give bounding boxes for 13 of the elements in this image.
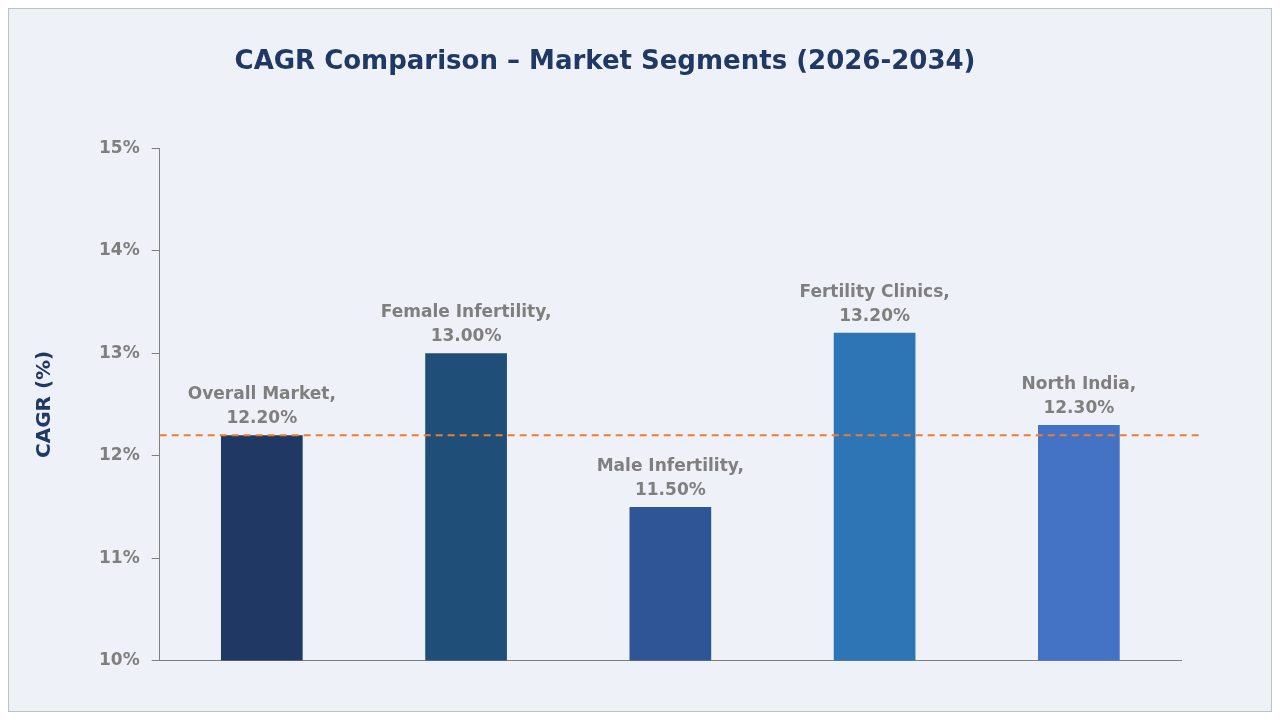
data-label: Fertility Clinics, 13.20%: [799, 280, 950, 325]
data-label: Overall Market, 12.20%: [187, 383, 336, 428]
y-tick-label: 10%: [98, 649, 140, 670]
y-tick-label: 15%: [98, 136, 140, 157]
y-tick-label: 14%: [98, 239, 140, 260]
data-label: Male Infertility, 11.50%: [596, 454, 745, 499]
y-tick-label: 11%: [98, 546, 140, 567]
data-label: Female Infertility, 13.00%: [380, 301, 552, 346]
data-label: North India, 12.30%: [1021, 372, 1137, 417]
y-tick-label: 12%: [98, 444, 140, 465]
y-axis-title: CAGR (%): [31, 350, 56, 459]
chart-title: CAGR Comparison – Market Segments (2026-2034): [234, 45, 976, 76]
y-tick-label: 13%: [98, 341, 140, 362]
